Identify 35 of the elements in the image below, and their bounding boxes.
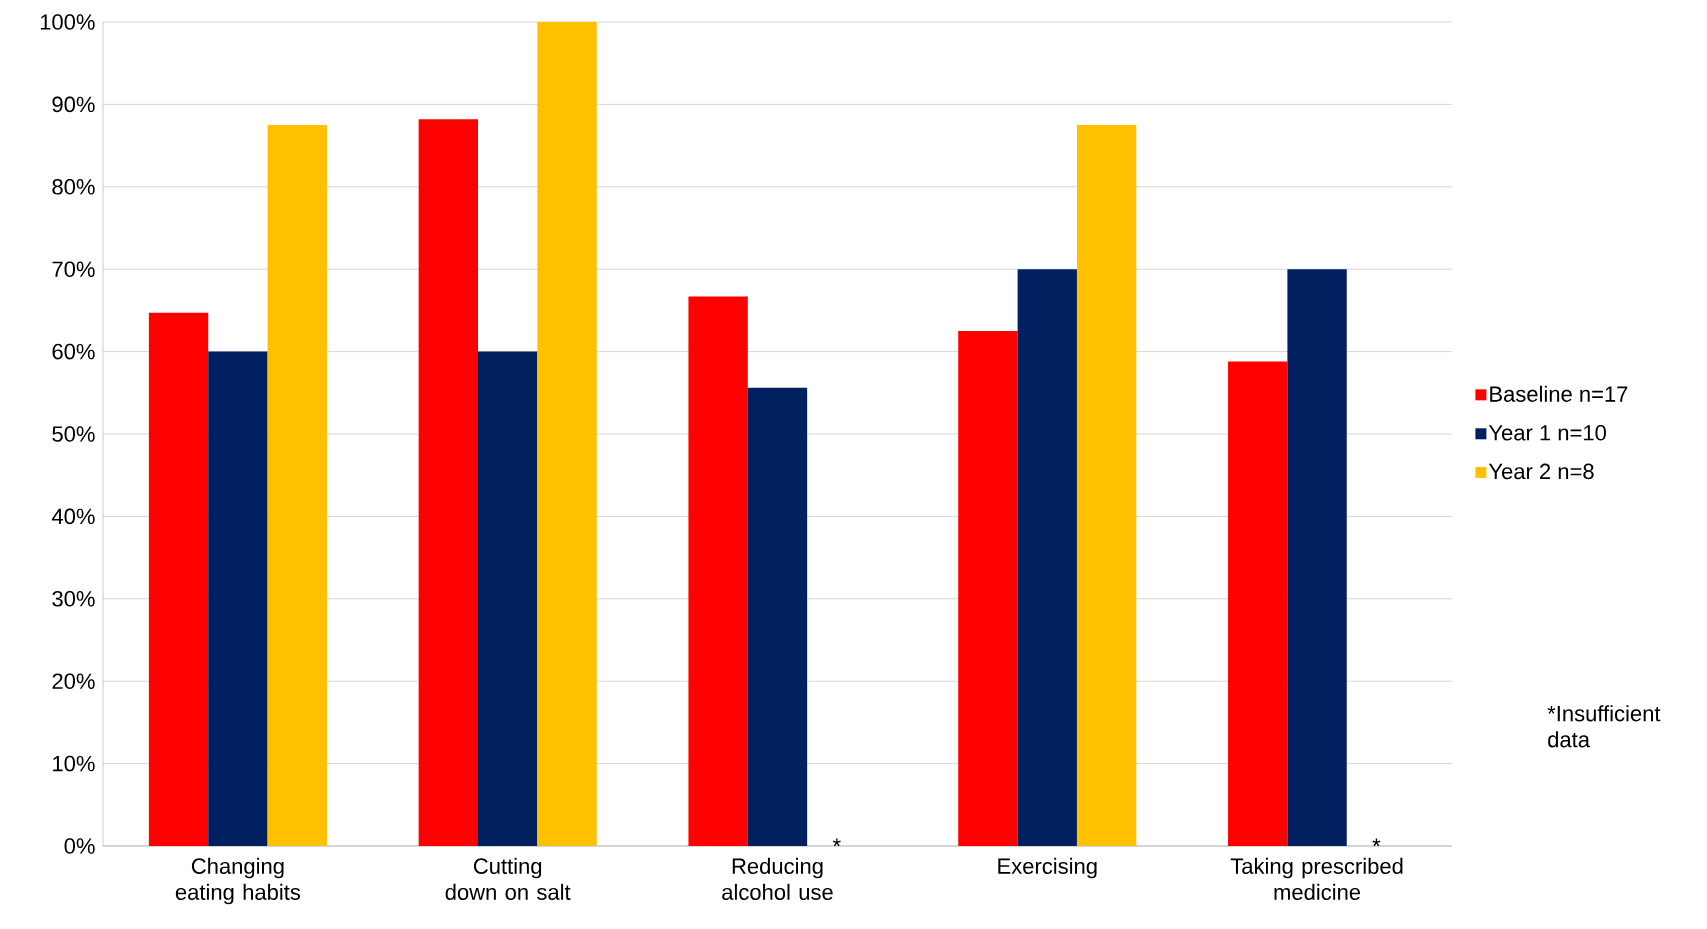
y-tick-label: 60%	[52, 343, 95, 360]
y-tick-label: 20%	[52, 673, 95, 689]
y-tick-label: 40%	[51, 508, 95, 525]
y-tick-label: 50%	[52, 426, 95, 442]
legend-label: Year 1 n=10	[1488, 424, 1606, 441]
bar	[267, 124, 327, 846]
x-tick-label: Reducing alcohol use	[722, 857, 833, 900]
x-tick-label: Changing eating habits	[175, 857, 301, 905]
bar	[537, 21, 597, 846]
bar	[688, 296, 748, 846]
bar	[148, 312, 209, 846]
legend-label: Year 2 n=8	[1488, 463, 1594, 480]
bar	[1287, 269, 1347, 846]
bar	[1228, 361, 1288, 846]
bar	[478, 351, 538, 846]
x-tick-label: Taking prescribed medicine	[1230, 857, 1403, 900]
bar	[1017, 269, 1077, 846]
y-tick-label: 0%	[64, 838, 95, 854]
bar	[418, 119, 479, 846]
y-tick-label: 10%	[53, 755, 95, 772]
bar	[747, 387, 808, 846]
annotation: *	[1372, 838, 1381, 847]
legend-label: Baseline n=17	[1490, 385, 1628, 402]
bar	[208, 351, 268, 846]
y-tick-label: 70%	[52, 261, 95, 277]
annotation: *	[832, 838, 841, 847]
y-tick-label: 90%	[52, 96, 95, 113]
y-tick-label: 100%	[40, 14, 95, 30]
x-tick-label: Exercising	[998, 857, 1097, 879]
y-tick-label: 80%	[52, 179, 95, 195]
bar	[958, 330, 1018, 846]
text: *Insufficient data	[1547, 705, 1661, 748]
bar	[1076, 124, 1137, 846]
x-tick-label: Cutting down on salt	[445, 857, 571, 900]
y-tick-label: 30%	[52, 591, 95, 607]
